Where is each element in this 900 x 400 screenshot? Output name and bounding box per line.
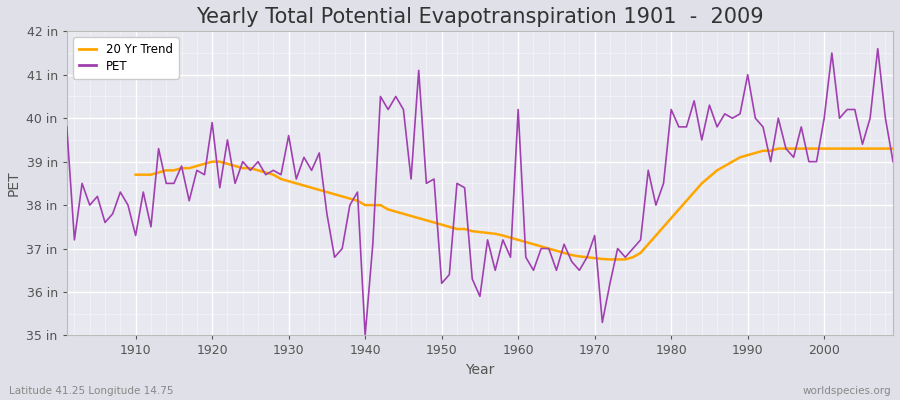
Line: PET: PET [67, 49, 893, 336]
PET [612, 246, 623, 251]
20 Yr Trend [865, 146, 876, 151]
PET [872, 46, 883, 51]
Text: Latitude 41.25 Longitude 14.75: Latitude 41.25 Longitude 14.75 [9, 386, 174, 396]
20 Yr Trend [887, 146, 898, 151]
Y-axis label: PET: PET [7, 170, 21, 196]
20 Yr Trend [275, 177, 286, 182]
20 Yr Trend [581, 255, 592, 260]
Legend: 20 Yr Trend, PET: 20 Yr Trend, PET [73, 37, 178, 78]
PET [337, 246, 347, 251]
20 Yr Trend [306, 185, 317, 190]
PET [887, 159, 898, 164]
Title: Yearly Total Potential Evapotranspiration 1901  -  2009: Yearly Total Potential Evapotranspiratio… [196, 7, 764, 27]
20 Yr Trend [605, 257, 616, 262]
Line: 20 Yr Trend: 20 Yr Trend [136, 149, 893, 260]
Text: worldspecies.org: worldspecies.org [803, 386, 891, 396]
PET [513, 107, 524, 112]
20 Yr Trend [520, 240, 531, 244]
PET [291, 177, 302, 182]
PET [61, 124, 72, 129]
20 Yr Trend [842, 146, 852, 151]
PET [360, 333, 371, 338]
X-axis label: Year: Year [465, 363, 495, 377]
20 Yr Trend [130, 172, 141, 177]
PET [520, 255, 531, 260]
20 Yr Trend [773, 146, 784, 151]
PET [122, 203, 133, 208]
